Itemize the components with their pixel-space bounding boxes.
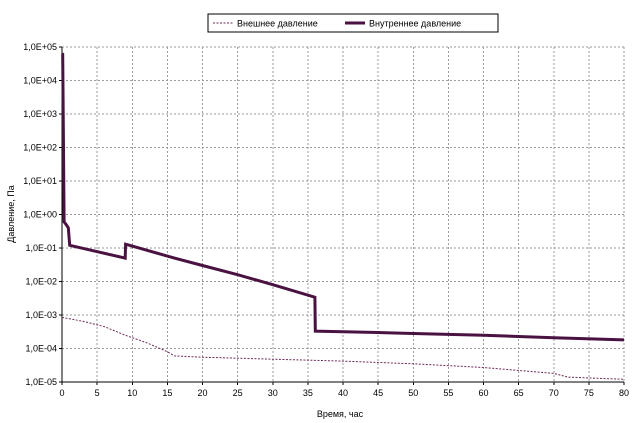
legend: Внешнее давление Внутреннее давление — [207, 13, 499, 33]
y-tick-label: 1,0E+05 — [23, 42, 57, 52]
y-tick-label: 1,0E+00 — [23, 210, 57, 220]
x-tick-label: 25 — [233, 388, 243, 398]
x-tick-label: 15 — [162, 388, 172, 398]
x-tick-label: 75 — [584, 388, 594, 398]
legend-label-outer: Внешнее давление — [237, 19, 318, 29]
series-line-inner-pressure — [61, 52, 625, 342]
x-tick-label: 0 — [59, 388, 64, 398]
y-tick-label: 1,0E+02 — [23, 143, 57, 153]
y-tick-labels: 1,0E-05 1,0E-04 1,0E-03 1,0E-02 1,0E-01 1,0E+… — [23, 42, 62, 387]
x-axis-title: Время, час — [317, 409, 364, 419]
y-tick-label: 1,0E-05 — [25, 377, 57, 387]
x-tick-label: 10 — [127, 388, 137, 398]
x-tick-label: 5 — [95, 388, 100, 398]
grid — [62, 46, 625, 382]
y-tick-label: 1,0E+04 — [23, 76, 57, 86]
y-tick-label: 1,0E-03 — [25, 310, 57, 320]
x-tick-label: 55 — [443, 388, 453, 398]
x-tick-label: 80 — [619, 388, 629, 398]
legend-label-inner: Внутреннее давление — [369, 19, 461, 29]
x-tick-labels: 0 5 10 15 20 25 30 35 40 45 50 55 60 65 70 75 80 — [59, 382, 629, 398]
x-tick-label: 70 — [549, 388, 559, 398]
series-line-outer-pressure — [61, 316, 625, 380]
x-tick-label: 45 — [373, 388, 383, 398]
x-tick-label: 20 — [197, 388, 207, 398]
y-tick-label: 1,0E-04 — [25, 344, 57, 354]
x-tick-label: 50 — [408, 388, 418, 398]
x-tick-label: 60 — [478, 388, 488, 398]
x-tick-label: 65 — [514, 388, 524, 398]
x-tick-label: 30 — [268, 388, 278, 398]
y-tick-label: 1,0E-01 — [25, 243, 57, 253]
series — [61, 52, 625, 380]
y-tick-label: 1,0E+01 — [23, 176, 57, 186]
y-tick-label: 1,0E+03 — [23, 109, 57, 119]
y-axis-title: Давление, Па — [6, 185, 16, 242]
x-tick-label: 40 — [338, 388, 348, 398]
x-tick-label: 35 — [303, 388, 313, 398]
y-tick-label: 1,0E-02 — [25, 277, 57, 287]
